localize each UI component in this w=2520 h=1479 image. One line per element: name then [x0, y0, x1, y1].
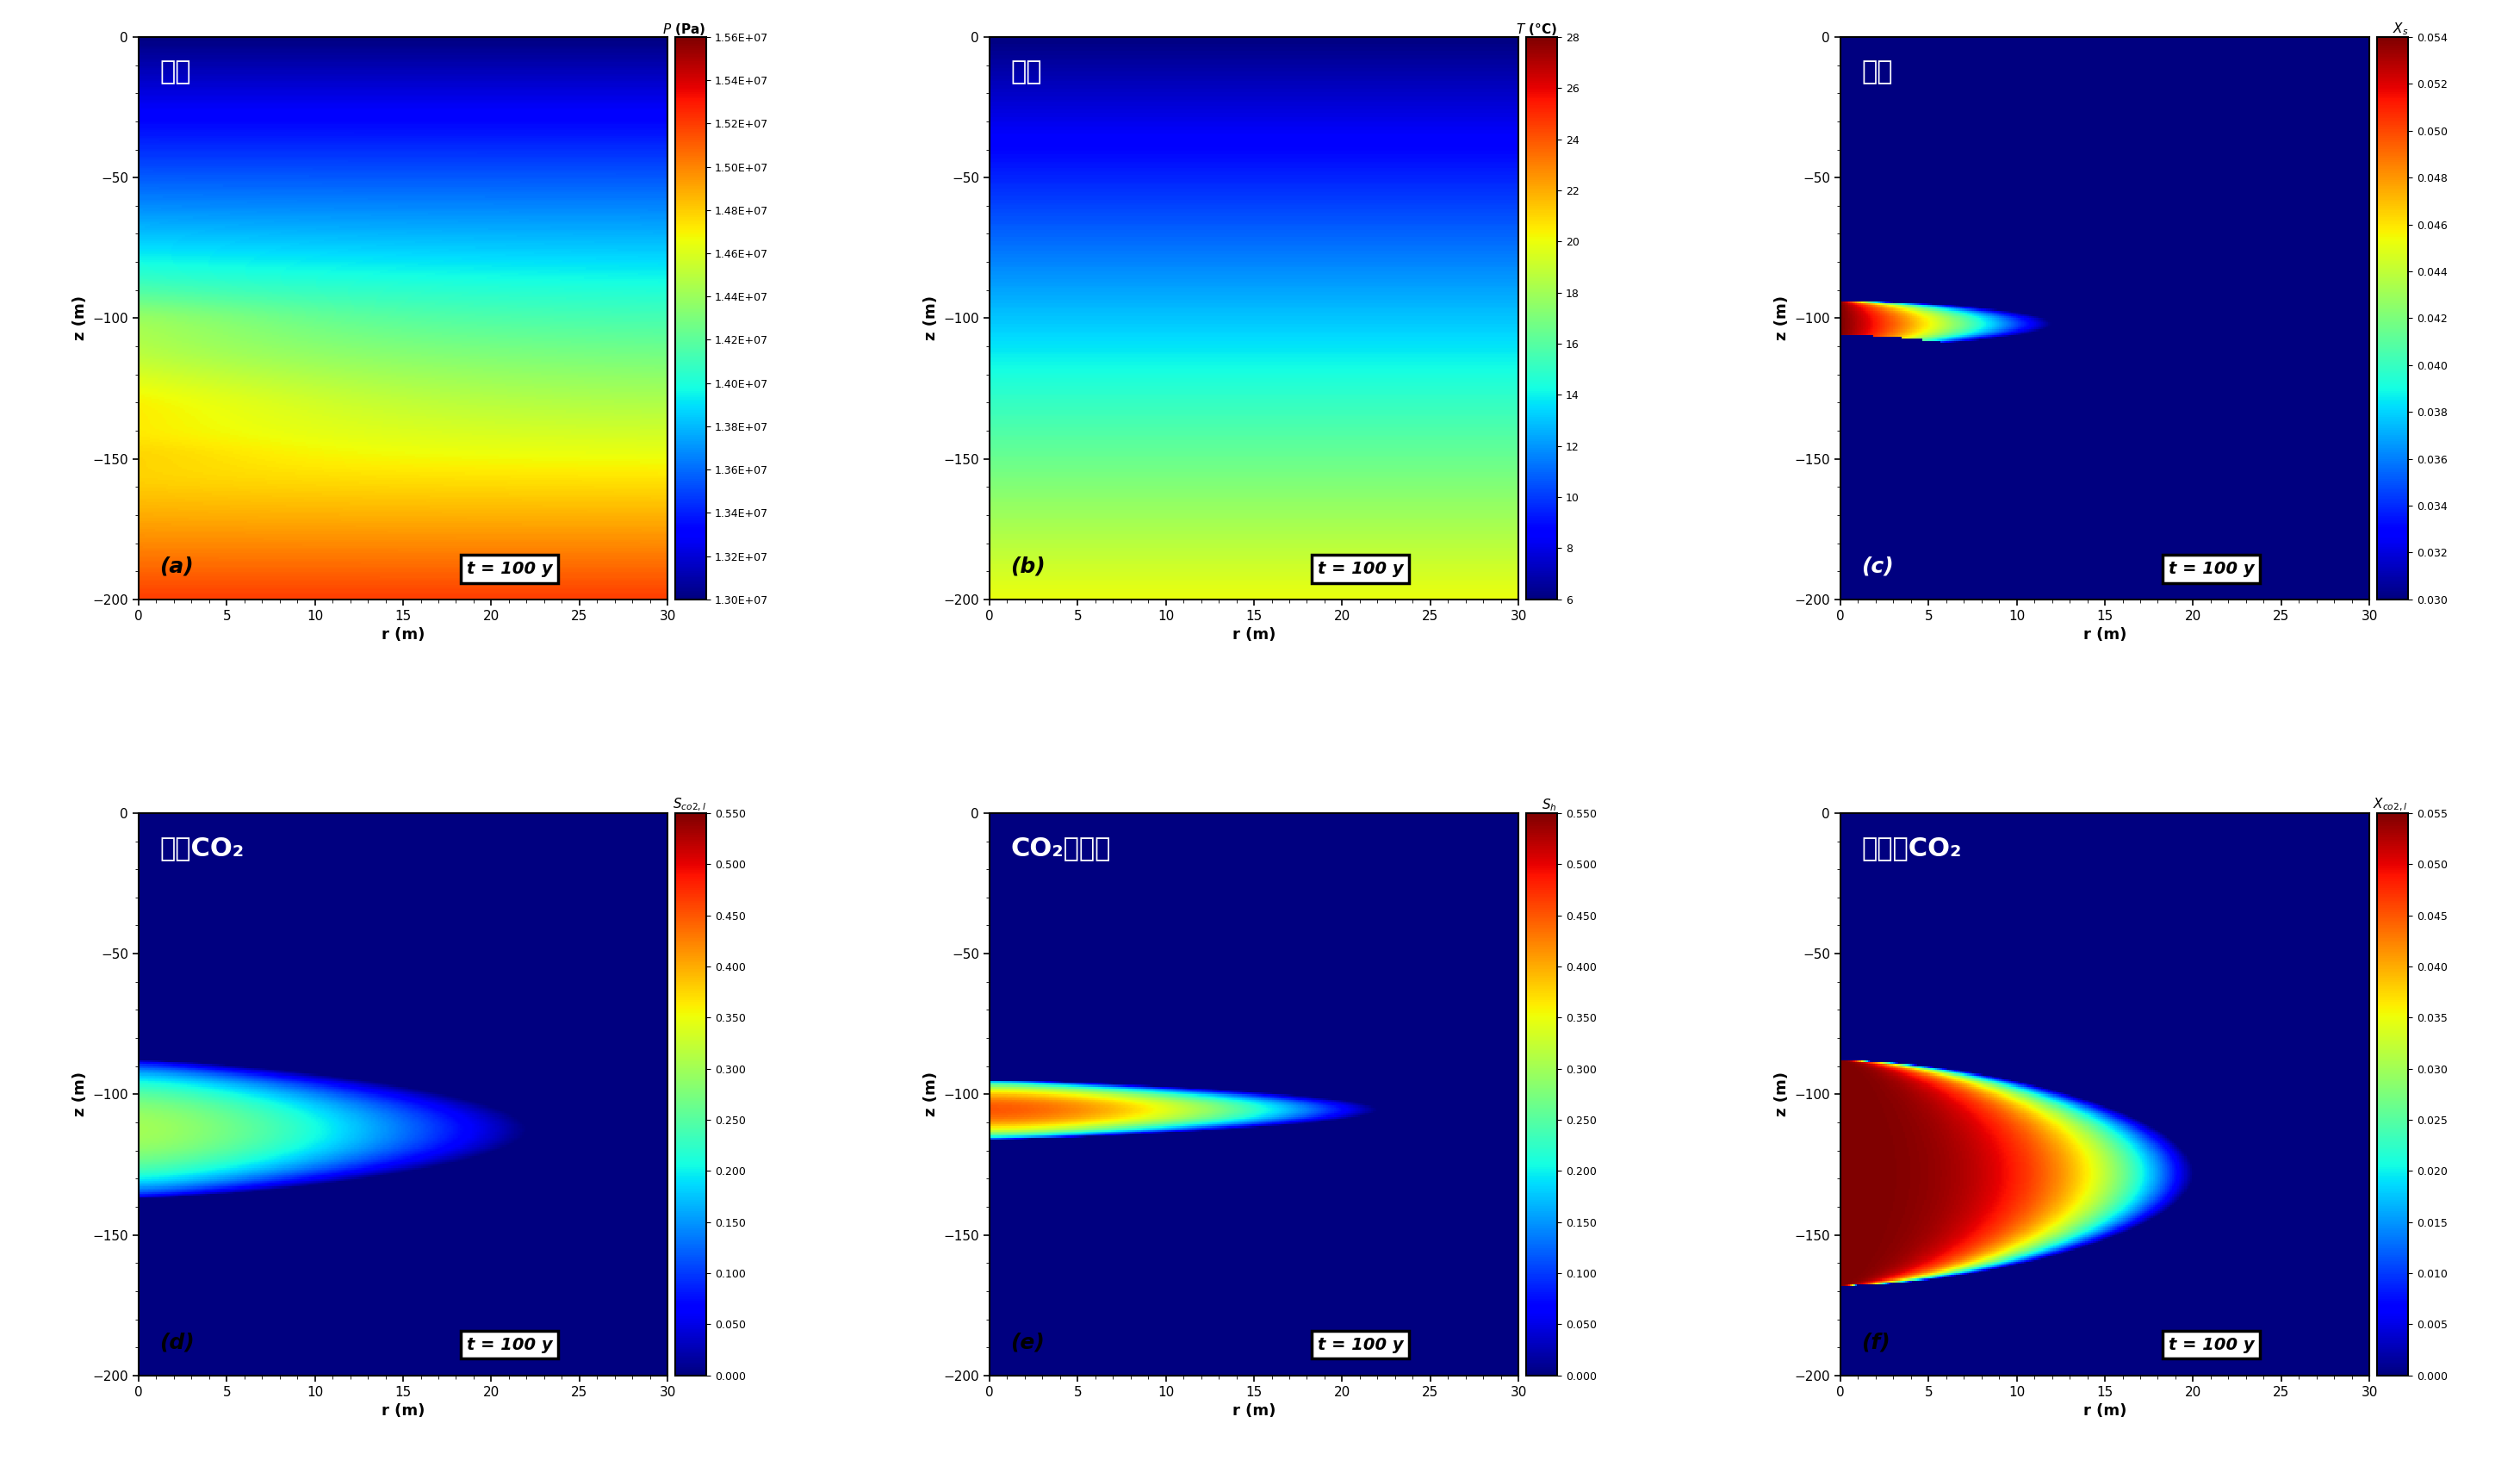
Text: t = 100 y: t = 100 y	[1318, 561, 1404, 577]
X-axis label: r (m): r (m)	[381, 1404, 426, 1418]
X-axis label: r (m): r (m)	[2084, 1404, 2127, 1418]
Text: 盐度: 盐度	[1862, 59, 1893, 84]
Text: t = 100 y: t = 100 y	[1318, 1337, 1404, 1353]
X-axis label: r (m): r (m)	[1232, 627, 1275, 643]
Y-axis label: z (m): z (m)	[73, 296, 88, 340]
Text: t = 100 y: t = 100 y	[466, 561, 552, 577]
Text: 溶解态CO₂: 溶解态CO₂	[1862, 836, 1961, 861]
Y-axis label: z (m): z (m)	[1774, 296, 1789, 340]
Text: $T$ (°C): $T$ (°C)	[1517, 21, 1557, 37]
Text: $X_{co2,l}$: $X_{co2,l}$	[2374, 797, 2409, 813]
Text: t = 100 y: t = 100 y	[2167, 561, 2255, 577]
Text: $S_{co2,l}$: $S_{co2,l}$	[673, 797, 706, 813]
Text: CO₂水合物: CO₂水合物	[1011, 836, 1111, 861]
Text: t = 100 y: t = 100 y	[466, 1337, 552, 1353]
Text: 压力: 压力	[159, 59, 192, 84]
Text: 温度: 温度	[1011, 59, 1043, 84]
Text: (a): (a)	[159, 556, 194, 577]
Y-axis label: z (m): z (m)	[73, 1072, 88, 1117]
Text: (e): (e)	[1011, 1333, 1046, 1353]
Y-axis label: z (m): z (m)	[1774, 1072, 1789, 1117]
X-axis label: r (m): r (m)	[2084, 627, 2127, 643]
Text: t = 100 y: t = 100 y	[2167, 1337, 2255, 1353]
Text: $X_s$: $X_s$	[2391, 21, 2409, 37]
Text: $P$ (Pa): $P$ (Pa)	[663, 21, 706, 37]
Y-axis label: z (m): z (m)	[922, 296, 940, 340]
Text: (b): (b)	[1011, 556, 1046, 577]
Text: 液态CO₂: 液态CO₂	[159, 836, 244, 861]
X-axis label: r (m): r (m)	[381, 627, 426, 643]
Text: $S_h$: $S_h$	[1542, 797, 1557, 813]
X-axis label: r (m): r (m)	[1232, 1404, 1275, 1418]
Y-axis label: z (m): z (m)	[922, 1072, 940, 1117]
Text: (c): (c)	[1862, 556, 1895, 577]
Text: (d): (d)	[159, 1333, 194, 1353]
Text: (f): (f)	[1862, 1333, 1890, 1353]
